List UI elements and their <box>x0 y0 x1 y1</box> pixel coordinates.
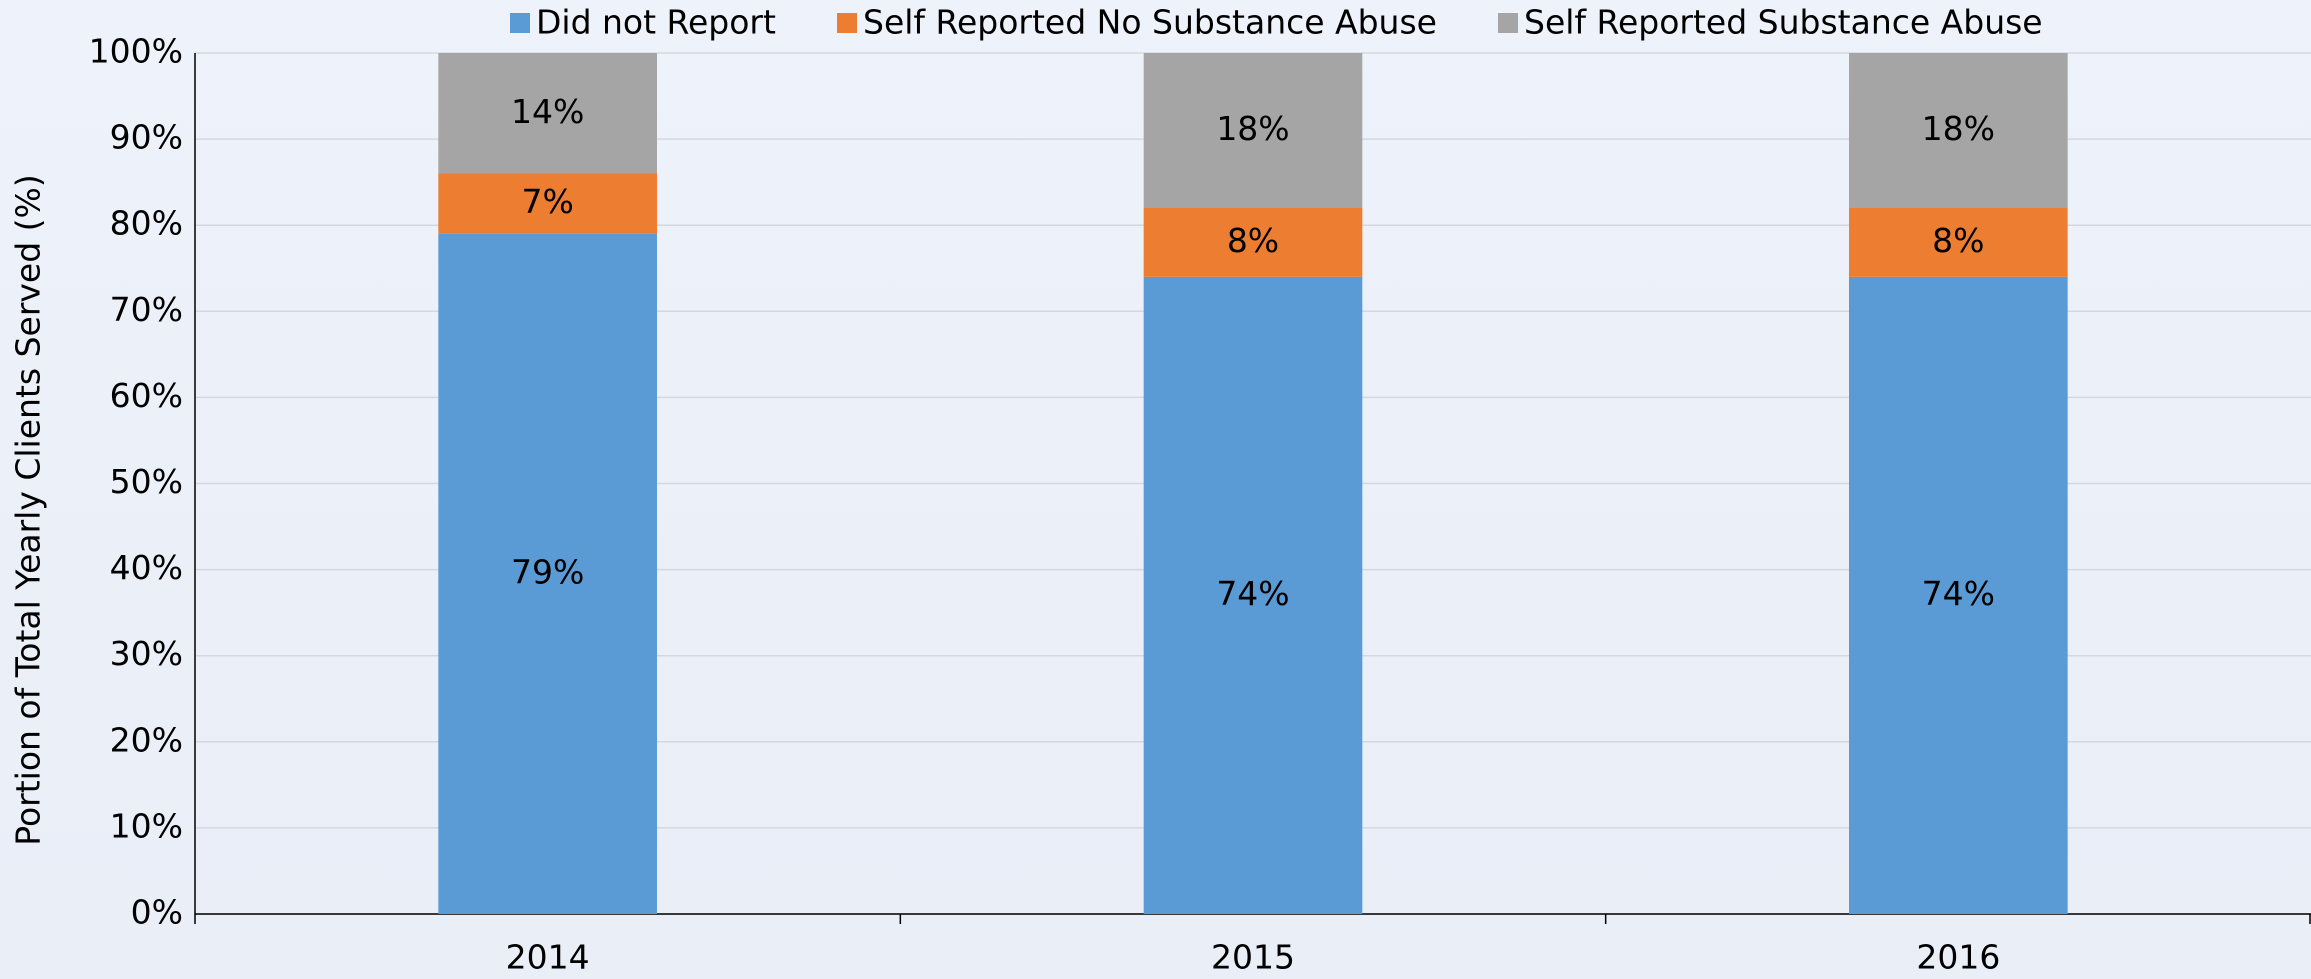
data-label: 79% <box>511 552 584 591</box>
bar-segment <box>438 53 657 174</box>
y-tick-label: 90% <box>110 118 183 157</box>
legend-label: Self Reported Substance Abuse <box>1524 3 2043 42</box>
x-tick-label: 2014 <box>506 938 590 977</box>
data-label: 74% <box>1216 574 1289 613</box>
data-label: 18% <box>1922 109 1995 148</box>
bar-segment <box>1849 53 2068 208</box>
data-label: 18% <box>1216 109 1289 148</box>
data-label: 7% <box>521 182 573 221</box>
bar-segment <box>438 233 657 914</box>
data-label: 14% <box>511 92 584 131</box>
y-tick-label: 80% <box>110 204 183 243</box>
y-tick-label: 30% <box>110 634 183 673</box>
legend-swatch <box>510 13 530 33</box>
bar-segment <box>438 173 657 234</box>
legend-label: Did not Report <box>536 3 776 42</box>
x-tick-label: 2015 <box>1211 938 1295 977</box>
bar-segment <box>1143 53 1363 208</box>
y-tick-label: 100% <box>89 32 183 71</box>
y-tick-label: 0% <box>131 893 183 932</box>
y-tick-label: 10% <box>110 806 183 845</box>
y-tick-label: 50% <box>110 462 183 501</box>
y-tick-label: 60% <box>110 376 183 415</box>
bar-segment <box>1143 207 1363 277</box>
legend-swatch <box>837 13 857 33</box>
y-tick-label: 70% <box>110 290 183 329</box>
data-label: 8% <box>1932 221 1984 260</box>
bar-segment <box>1849 207 2068 277</box>
y-axis-title: Portion of Total Yearly Clients Served (… <box>9 174 48 846</box>
data-label: 8% <box>1227 221 1279 260</box>
bar-segment <box>1143 276 1363 914</box>
bar-segment <box>1849 276 2068 914</box>
data-label: 74% <box>1922 574 1995 613</box>
y-tick-label: 40% <box>110 548 183 587</box>
legend-swatch <box>1498 13 1518 33</box>
legend-label: Self Reported No Substance Abuse <box>863 3 1437 42</box>
y-tick-label: 20% <box>110 720 183 759</box>
x-tick-label: 2016 <box>1916 938 2000 977</box>
